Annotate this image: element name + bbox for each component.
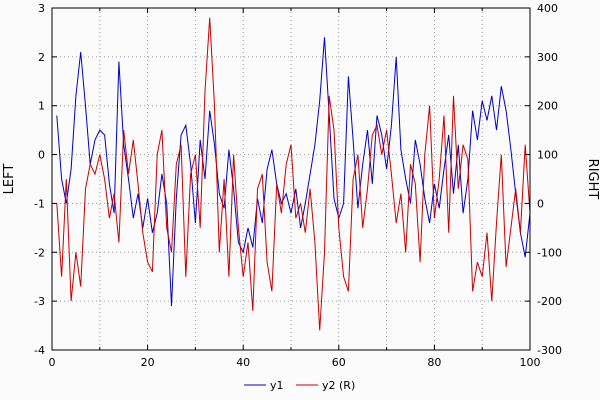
plot-border	[51, 7, 531, 351]
legend: y1 y2 (R)	[244, 379, 355, 392]
left-tick-label: -1	[34, 197, 45, 210]
left-tick-label: 0	[38, 149, 45, 162]
data-series	[56, 17, 531, 331]
right-tick-label: 300	[537, 51, 558, 64]
legend-label-y2: y2 (R)	[322, 379, 355, 392]
grid	[52, 8, 530, 350]
tick-labels: 0 20 40 60 80 100 3 2 1 0 -1 -2 -3 -4 400 300 200 100 0 -10…	[34, 2, 562, 369]
x-tick-label: 40	[236, 356, 250, 369]
right-axis-title: RIGHT	[585, 159, 600, 200]
left-tick-label: 3	[38, 2, 45, 15]
axis-ticks	[51, 7, 531, 351]
right-tick-label: -100	[537, 246, 562, 259]
right-tick-label: -300	[537, 344, 562, 357]
left-tick-label: 2	[38, 51, 45, 64]
left-tick-label: 1	[38, 100, 45, 113]
left-tick-label: -3	[34, 295, 45, 308]
left-tick-label: -4	[34, 344, 45, 357]
legend-label-y1: y1	[270, 379, 284, 392]
right-tick-label: -200	[537, 295, 562, 308]
left-tick-label: -2	[34, 246, 45, 259]
right-tick-label: 400	[537, 2, 558, 15]
right-tick-label: 0	[537, 197, 544, 210]
right-tick-label: 100	[537, 149, 558, 162]
x-tick-label: 80	[427, 356, 441, 369]
x-tick-label: 60	[332, 356, 346, 369]
right-tick-label: 200	[537, 100, 558, 113]
x-tick-label: 0	[49, 356, 56, 369]
series-line-y2	[56, 17, 531, 331]
x-tick-label: 100	[520, 356, 541, 369]
x-tick-label: 20	[141, 356, 155, 369]
left-axis-title: LEFT	[2, 164, 17, 195]
